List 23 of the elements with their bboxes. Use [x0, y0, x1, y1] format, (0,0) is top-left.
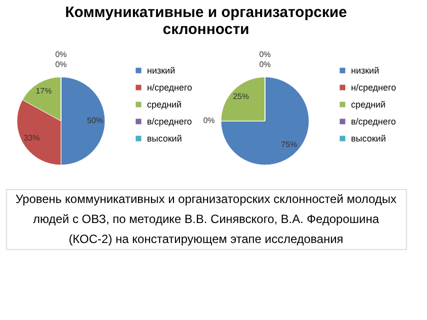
pie-slice	[220, 76, 310, 166]
legend-label: высокий	[351, 134, 386, 144]
data-label: 75%	[281, 140, 298, 150]
text: 0%	[259, 50, 271, 59]
legend-label: низкий	[147, 66, 176, 76]
legend-label: н/среднего	[147, 82, 192, 92]
text: 0%	[203, 116, 215, 125]
data-label: 50%	[86, 116, 104, 125]
text: 0%	[55, 50, 67, 59]
legend-label: в/среднего	[147, 116, 192, 126]
legend-label: средний	[147, 100, 182, 110]
data-label: 33%	[24, 133, 40, 142]
legend-label: в/среднего	[351, 116, 396, 126]
legend-label: н/среднего	[351, 82, 396, 92]
legend-label: средний	[351, 100, 386, 110]
legend-label: низкий	[351, 66, 380, 76]
legend-label: высокий	[147, 134, 182, 144]
text: 0%	[259, 60, 271, 69]
data-label: 25%	[232, 92, 249, 101]
text: Уровень коммуникативных и организаторских склонностей молодых людей с ОВЗ, по методике В.В. Синявского, В.А. Федорошина (КОС-2) на констатирующем этапе исследования	[15, 192, 397, 246]
text: 0%	[55, 60, 67, 69]
chart-title: Коммуникативные и организаторские склонности	[65, 4, 347, 38]
data-label: 17%	[36, 86, 52, 96]
